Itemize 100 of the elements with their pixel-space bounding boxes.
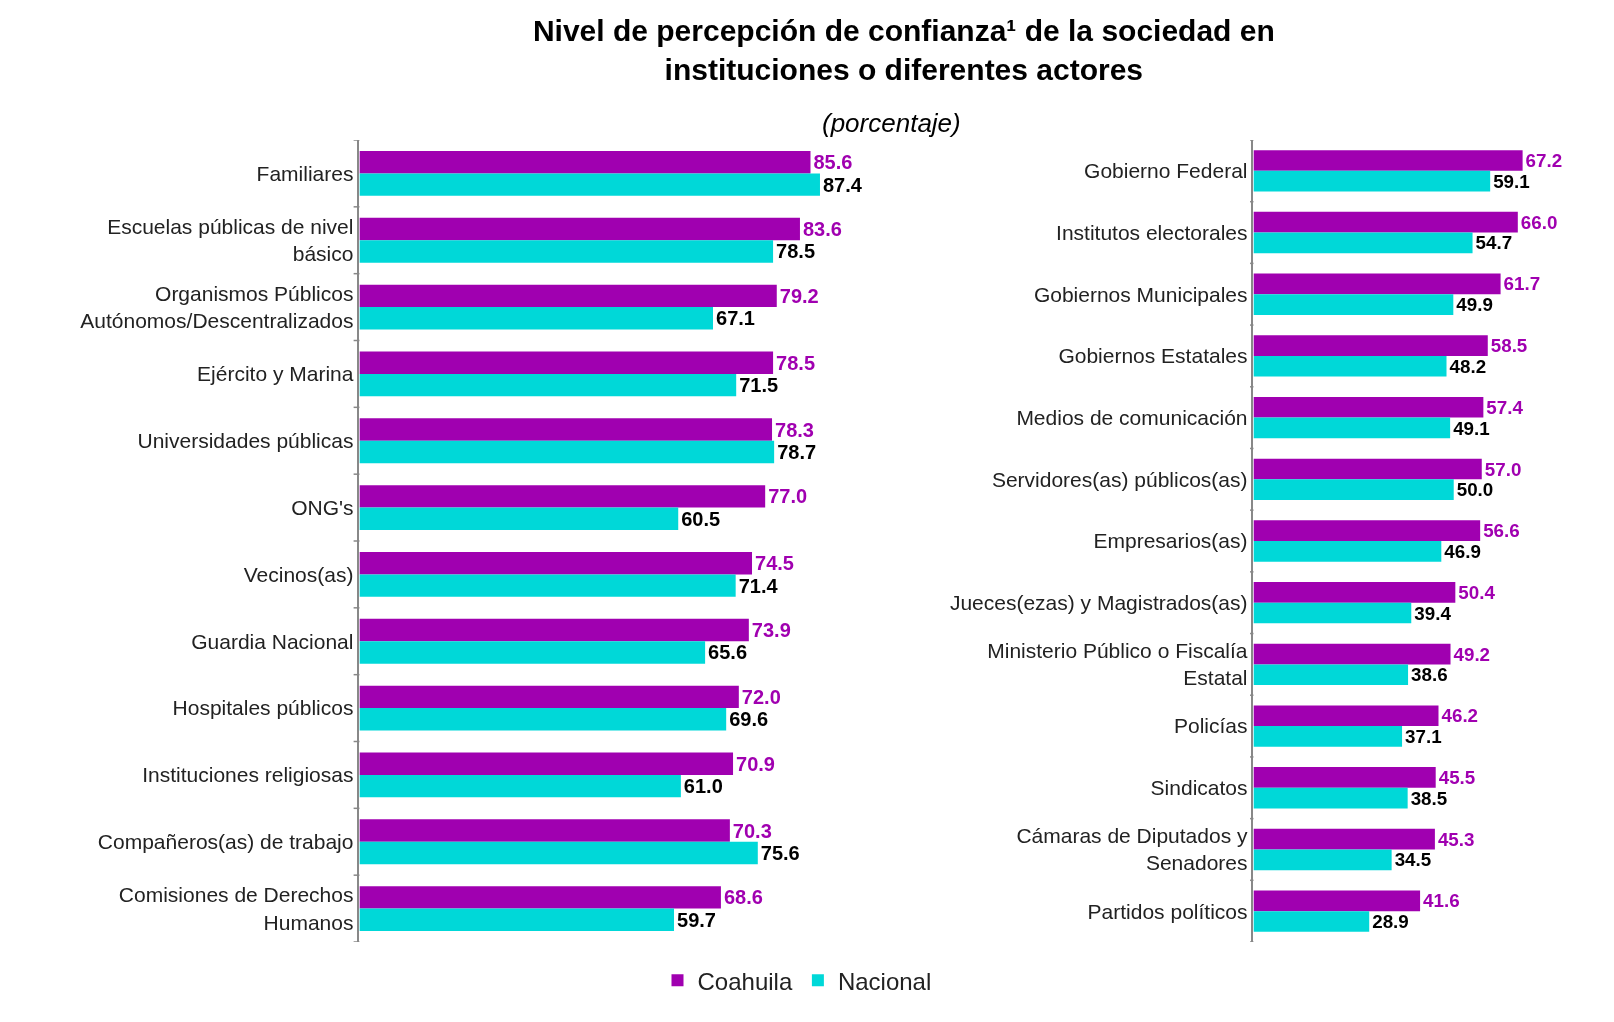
data-label: 71.4	[738, 574, 779, 597]
bar	[1253, 458, 1482, 480]
data-label: 78.5	[776, 240, 816, 263]
y-tick-label: Organismos Públicos Autónomos/Descentralizados	[80, 281, 354, 333]
bar	[1253, 417, 1451, 439]
y-tick-label: Gobiernos Municipales	[1033, 282, 1248, 306]
data-label: 38.5	[1410, 787, 1448, 809]
data-label: 83.6	[802, 218, 842, 241]
y-tick-label: ONG's	[291, 495, 354, 519]
data-label: 67.2	[1525, 150, 1563, 172]
bar	[359, 351, 774, 374]
bar	[359, 507, 679, 530]
data-label: 65.6	[708, 641, 748, 664]
y-tick-label: Vecinos(as)	[243, 562, 354, 586]
bar	[1253, 294, 1454, 315]
data-label: 78.7	[777, 440, 817, 463]
bar	[359, 841, 758, 865]
legend-label: Nacional	[837, 967, 932, 995]
bar	[1253, 705, 1439, 727]
y-tick-label: Guardia Nacional	[191, 629, 354, 653]
y-tick-label: Gobierno Federal	[1084, 159, 1248, 183]
data-label: 38.6	[1411, 664, 1448, 686]
bar	[359, 552, 753, 575]
data-label: 41.6	[1423, 890, 1460, 912]
bar	[1253, 890, 1421, 912]
y-tick-label: Universidades públicas	[137, 429, 354, 453]
data-label: 46.9	[1444, 540, 1481, 562]
bar	[1253, 170, 1491, 192]
bar	[1253, 211, 1518, 233]
data-label: 79.2	[779, 284, 819, 307]
y-tick-label: Policías	[1173, 714, 1248, 738]
data-label: 39.4	[1414, 602, 1452, 624]
data-label: 69.6	[729, 708, 769, 731]
bar	[359, 774, 681, 798]
bar	[359, 418, 773, 441]
data-label: 28.9	[1372, 911, 1409, 933]
y-tick-label: Partidos políticos	[1087, 899, 1248, 923]
bar	[1253, 396, 1484, 418]
legend-label: Coahuila	[697, 967, 793, 995]
data-label: 70.9	[736, 752, 775, 775]
bar	[359, 173, 820, 196]
y-tick-label: Jueces(ezas) y Magistrados(as)	[949, 591, 1248, 615]
bar	[359, 819, 730, 842]
bar	[359, 440, 775, 464]
bar	[359, 574, 736, 597]
data-label: 46.2	[1441, 705, 1479, 727]
bar	[359, 908, 675, 931]
bar	[1253, 602, 1412, 624]
y-tick-label: Escuelas públicas de nivel básico	[107, 214, 354, 266]
data-label: 68.6	[723, 886, 763, 909]
y-tick-label: Compañeros(as) de trabajo	[97, 830, 354, 854]
data-label: 57.4	[1486, 396, 1524, 418]
data-label: 70.3	[732, 819, 772, 842]
y-tick-label: Ministerio Público o Fiscalía Estatal	[987, 639, 1248, 690]
data-label: 59.7	[677, 908, 716, 931]
bar	[359, 685, 739, 709]
data-label: 49.2	[1453, 643, 1491, 665]
y-tick-label: Instituciones religiosas	[142, 763, 354, 787]
bar	[1253, 232, 1473, 254]
y-tick-label: Cámaras de Diputados y Senadores	[1016, 824, 1248, 875]
bar	[1253, 335, 1488, 356]
data-label: 48.2	[1449, 355, 1487, 377]
data-label: 87.4	[822, 173, 863, 196]
bar	[1253, 479, 1454, 500]
bar	[1253, 520, 1481, 541]
bar	[1253, 849, 1392, 871]
bar	[359, 752, 734, 775]
bar	[359, 641, 706, 664]
bar	[359, 307, 714, 330]
data-label: 50.4	[1458, 581, 1496, 603]
bar	[359, 151, 811, 174]
data-label: 61.7	[1503, 273, 1541, 295]
data-label: 78.3	[775, 418, 814, 441]
data-label: 50.0	[1456, 479, 1494, 501]
bar	[359, 618, 749, 642]
data-label: 54.7	[1475, 232, 1513, 254]
bar	[1253, 911, 1370, 932]
data-label: 49.9	[1456, 294, 1493, 316]
data-label: 71.5	[739, 374, 779, 397]
text: (porcentaje)	[822, 108, 961, 138]
bar	[1253, 726, 1403, 747]
data-label: 78.5	[776, 351, 816, 374]
bar	[1253, 541, 1442, 562]
bar	[1253, 273, 1501, 295]
data-label: 57.0	[1484, 458, 1522, 480]
data-label: 67.1	[716, 307, 755, 330]
data-label: 58.5	[1490, 335, 1528, 357]
data-label: 61.0	[683, 775, 723, 798]
data-label: 74.5	[755, 552, 794, 575]
y-tick-label: Ejército y Marina	[197, 362, 354, 386]
data-label: 77.0	[768, 485, 808, 508]
bar	[359, 284, 777, 308]
y-tick-label: Familiares	[256, 161, 354, 185]
data-label: 45.3	[1437, 828, 1475, 850]
bar	[359, 373, 737, 397]
bar	[1253, 787, 1408, 809]
data-label: 59.1	[1493, 170, 1530, 192]
y-tick-label: Sindicatos	[1150, 776, 1248, 800]
bar	[359, 708, 727, 731]
bar	[1253, 664, 1409, 686]
